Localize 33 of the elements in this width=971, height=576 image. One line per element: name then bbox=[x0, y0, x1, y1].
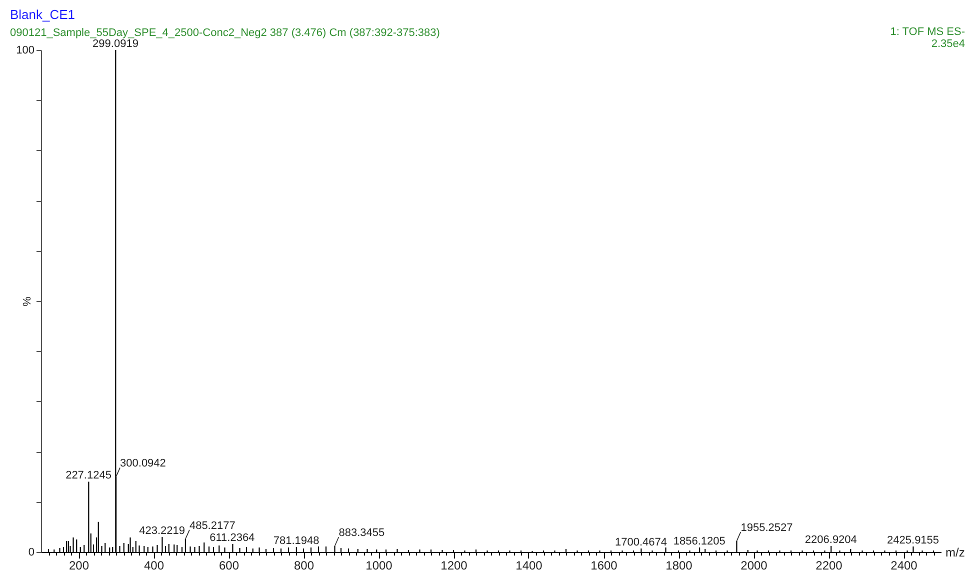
x-tick-label: 1000 bbox=[366, 558, 393, 572]
text: 1: TOF MS ES- bbox=[890, 26, 966, 38]
annotation: 1955.2527 bbox=[740, 522, 793, 534]
text: 2.35e4 bbox=[931, 38, 965, 50]
y-axis-title: % bbox=[22, 296, 34, 306]
y-tick-label: 0 bbox=[28, 546, 34, 558]
annotation: 485.2177 bbox=[189, 520, 236, 532]
chart-subtitle: 090121_Sample_55Day_SPE_4_2500-Conc2_Neg2 387 (3.476) Cm (387:392-375:383) bbox=[10, 27, 440, 39]
annotation: 227.1245 bbox=[66, 470, 112, 482]
y-tick-label: 100 bbox=[16, 44, 34, 56]
annotation: 299.0919 bbox=[92, 38, 138, 50]
x-tick-label: 800 bbox=[294, 558, 314, 572]
annotation: 423.2219 bbox=[139, 524, 185, 537]
x-tick-label: 1800 bbox=[666, 558, 693, 572]
x-tick-label: 1400 bbox=[516, 558, 543, 572]
annotation: 2425.9155 bbox=[887, 534, 940, 546]
annotation: 1856.1205 bbox=[673, 535, 726, 548]
x-tick-label: 600 bbox=[218, 558, 240, 572]
annotation: 781.1948 bbox=[273, 534, 320, 547]
x-tick-label: 2400 bbox=[890, 558, 918, 572]
x-tick-label: 2000 bbox=[740, 558, 768, 572]
annotation: 300.0942 bbox=[120, 458, 166, 470]
annotation: 1700.4674 bbox=[614, 536, 667, 548]
x-axis-title: m/z bbox=[946, 546, 965, 560]
chart-title: Blank_CE1 bbox=[10, 7, 76, 22]
annotation: 2206.9204 bbox=[804, 534, 857, 546]
x-tick-label: 200 bbox=[68, 558, 90, 572]
x-tick-label: 400 bbox=[144, 558, 164, 572]
annotation: 611.2364 bbox=[210, 532, 255, 544]
x-tick-label: 1600 bbox=[590, 558, 618, 572]
x-tick-label: 2200 bbox=[816, 558, 843, 572]
annotation: 883.3455 bbox=[338, 526, 385, 539]
x-tick-label: 1200 bbox=[440, 558, 468, 572]
